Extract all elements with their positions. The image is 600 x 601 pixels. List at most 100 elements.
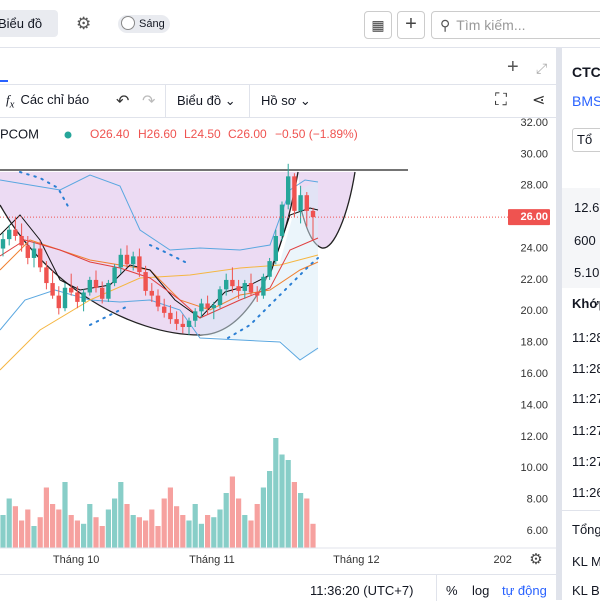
separator	[436, 575, 437, 601]
axes: PCOM O26.40 H26.60 L24.50 C26.00 −0.50 (…	[0, 118, 556, 568]
profile-menu-label: Hồ sơ	[261, 93, 297, 108]
candle-body	[298, 195, 303, 211]
volume-bar	[205, 515, 211, 548]
y-tick-label: 18.00	[520, 337, 548, 349]
candle-body	[242, 283, 247, 291]
last-price-label: 26.00	[520, 211, 548, 223]
sar-dots	[19, 171, 319, 339]
candle-body	[62, 287, 68, 309]
overlays	[0, 169, 408, 371]
candle-body	[155, 295, 161, 307]
candle-body	[69, 287, 74, 293]
auto-toggle[interactable]: tự động	[502, 583, 547, 598]
volume-bar	[31, 526, 37, 548]
share[interactable]: ⋖	[532, 92, 546, 109]
volume-bar	[112, 498, 118, 548]
separator	[165, 85, 166, 117]
search-placeholder: Tìm kiếm...	[456, 17, 526, 33]
volume-bar	[304, 498, 310, 548]
percent-toggle[interactable]: %	[446, 583, 458, 598]
legend-open: O26.40	[90, 127, 130, 141]
candle-body	[267, 261, 272, 277]
volume-bar	[198, 523, 204, 548]
volume-bar	[87, 504, 93, 548]
y-tick-label: 16.00	[520, 368, 548, 380]
volume-bar	[192, 504, 198, 548]
candle-body	[93, 279, 99, 288]
candle-body	[137, 256, 142, 273]
volume-bar	[130, 515, 136, 548]
chart-button[interactable]: Biểu đồ	[0, 10, 58, 37]
redo[interactable]: ↷	[142, 93, 156, 110]
candle-body	[211, 305, 216, 309]
candle-body	[106, 283, 111, 299]
y-tick-label: 24.00	[520, 242, 548, 254]
panel-kl: KL B	[572, 583, 600, 598]
volume-bar	[56, 509, 62, 548]
panel-total: Tổng	[572, 522, 600, 537]
volume-bar	[254, 504, 260, 548]
candle-body	[255, 292, 260, 296]
candle-body	[75, 292, 80, 302]
y-tick-label: 6.00	[527, 525, 548, 537]
status-dot	[64, 131, 72, 139]
panel-time: 11:27	[572, 423, 600, 438]
y-tick-label: 30.00	[520, 148, 548, 160]
chart-menu[interactable]: Biểu đồ ⌄	[177, 93, 236, 108]
volume-bar	[186, 520, 192, 548]
y-tick-label: 22.00	[520, 274, 548, 286]
undo[interactable]: ↶	[116, 93, 130, 110]
y-tick-label: 32.00	[520, 118, 548, 129]
volume-bar	[180, 515, 186, 548]
indicators-button[interactable]: fx Các chỉ báo	[6, 92, 90, 111]
top-toolbar	[0, 0, 600, 48]
layout-button[interactable]: ▦	[364, 11, 392, 39]
volume-bar	[242, 515, 248, 548]
candle-body	[279, 204, 285, 236]
theme-label: Sáng	[139, 18, 165, 30]
candle-body	[273, 235, 278, 262]
cup-fill	[0, 172, 355, 335]
candle-body	[81, 292, 86, 302]
candle-body	[162, 306, 167, 313]
chart-toolbar	[0, 85, 556, 118]
expand[interactable]: ⤢	[536, 60, 548, 76]
band-fill	[200, 180, 318, 360]
panel-button[interactable]: Tổ	[572, 128, 600, 152]
search-box[interactable]: ⚲ Tìm kiếm...	[431, 11, 600, 39]
settings-icon[interactable]: ⚙	[76, 14, 92, 33]
chart-button-text: Biểu đồ	[0, 16, 43, 31]
panel-time: 11:26	[572, 485, 600, 500]
candle-body	[224, 279, 229, 290]
tab-underline	[0, 80, 8, 82]
ma-short	[0, 207, 319, 319]
chart: PCOM O26.40 H26.60 L24.50 C26.00 −0.50 (…	[0, 118, 556, 568]
volume-bar	[50, 504, 56, 548]
volume-bar	[267, 471, 273, 548]
candle-body	[292, 176, 297, 211]
volume-bar	[223, 493, 229, 548]
theme-toggle[interactable]: Sáng	[118, 15, 170, 33]
candle-body	[50, 283, 55, 296]
volume-bar	[118, 482, 124, 548]
legend-close: C26.00	[228, 127, 267, 141]
x-tick-label: 202	[494, 554, 512, 566]
volume-bar	[291, 482, 297, 548]
add-tab[interactable]: +	[507, 56, 519, 78]
status-time: 11:36:20 (UTC+7)	[310, 583, 414, 598]
candle-body	[143, 272, 148, 291]
fullscreen[interactable]: ⛶	[495, 90, 507, 109]
volume-bar	[310, 523, 316, 548]
candle-body	[230, 279, 235, 287]
volume-bar	[229, 476, 235, 548]
add-button[interactable]: +	[397, 11, 425, 39]
legend-change: −0.50 (−1.89%)	[275, 127, 358, 141]
chart-menu-label: Biểu đồ	[177, 93, 222, 108]
profile-menu[interactable]: Hồ sơ ⌄	[261, 93, 311, 108]
log-toggle[interactable]: log	[472, 583, 490, 598]
y-tick-label: 8.00	[527, 494, 548, 506]
axis-settings[interactable]: ⚙	[529, 551, 542, 568]
last-price-box	[508, 209, 550, 226]
volume-bar	[6, 498, 12, 548]
candle-body	[217, 289, 223, 306]
